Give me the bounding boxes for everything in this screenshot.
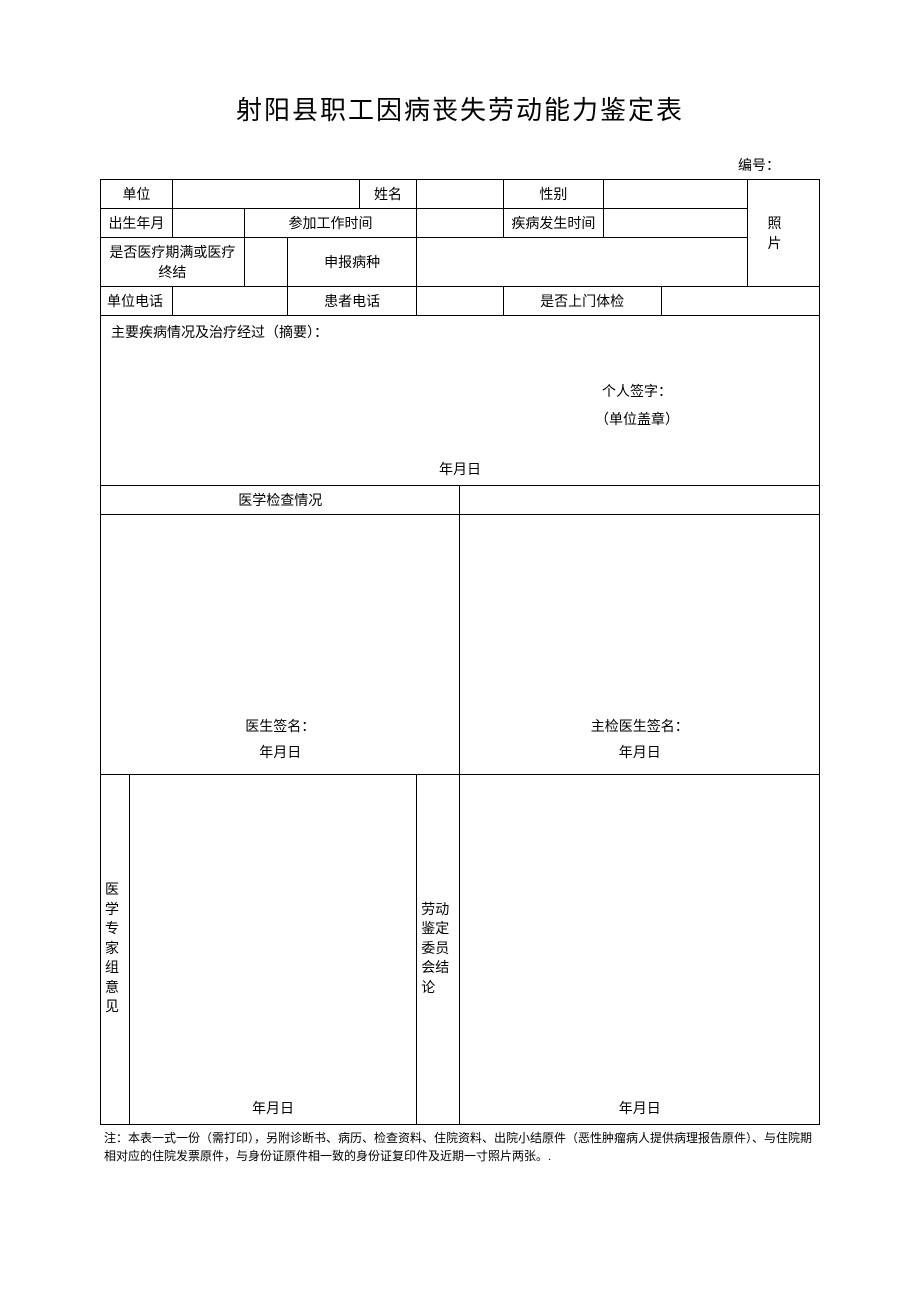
val-birth xyxy=(172,209,244,238)
val-unit-phone xyxy=(172,287,287,316)
label-medical-term: 是否医疗期满或医疗终结 xyxy=(101,238,245,287)
label-birth: 出生年月 xyxy=(101,209,173,238)
val-disease-type xyxy=(417,238,748,287)
label-work-start: 参加工作时间 xyxy=(244,209,417,238)
doctor-sign-cell: 医生签名： 年月日 xyxy=(101,515,460,775)
expert-opinion-cell: 年月日 xyxy=(129,775,417,1125)
label-gender: 性别 xyxy=(503,180,604,209)
val-unit xyxy=(172,180,359,209)
label-disease-type: 申报病种 xyxy=(287,238,416,287)
footnote: 注：本表一式一份（需打印），另附诊断书、病历、检查资料、住院资料、出院小结原件（… xyxy=(100,1129,820,1165)
val-patient-phone xyxy=(417,287,503,316)
label-name: 姓名 xyxy=(359,180,417,209)
label-disease-time: 疾病发生时间 xyxy=(503,209,604,238)
personal-sign-label: 个人签字： xyxy=(595,379,679,407)
val-name xyxy=(417,180,503,209)
summary-date: 年月日 xyxy=(101,459,819,479)
expert-date: 年月日 xyxy=(136,1098,411,1118)
chief-doctor-cell: 主检医生签名： 年月日 xyxy=(460,515,820,775)
chief-doctor-sign-label: 主检医生签名： xyxy=(466,715,813,742)
committee-cell: 年月日 xyxy=(460,775,820,1125)
val-medical-term xyxy=(244,238,287,287)
chief-doctor-date: 年月日 xyxy=(466,741,813,768)
label-medical-exam: 医学检查情况 xyxy=(101,486,460,515)
serial-number: 编号： xyxy=(100,155,820,175)
label-committee: 劳动鉴定委员会结论 xyxy=(417,775,460,1125)
val-work-start xyxy=(417,209,503,238)
summary-cell: 主要疾病情况及治疗经过（摘要）： 个人签字： （单位盖章） 年月日 xyxy=(101,316,820,486)
val-disease-time xyxy=(604,209,748,238)
label-expert-opinion: 医学专家组意见 xyxy=(101,775,130,1125)
label-unit-phone: 单位电话 xyxy=(101,287,173,316)
unit-seal-label: （单位盖章） xyxy=(595,407,679,435)
label-unit: 单位 xyxy=(101,180,173,209)
photo-box: 照片 xyxy=(747,180,819,287)
form-table: 单位 姓名 性别 照片 出生年月 参加工作时间 疾病发生时间 是否医疗期满或医疗… xyxy=(100,179,820,1125)
val-gender xyxy=(604,180,748,209)
summary-label: 主要疾病情况及治疗经过（摘要）： xyxy=(111,322,809,342)
label-home-exam: 是否上门体检 xyxy=(503,287,661,316)
doctor-date: 年月日 xyxy=(107,741,453,768)
doctor-sign-label: 医生签名： xyxy=(107,715,453,742)
medical-exam-right xyxy=(460,486,820,515)
committee-date: 年月日 xyxy=(466,1098,813,1118)
label-patient-phone: 患者电话 xyxy=(287,287,416,316)
val-home-exam xyxy=(661,287,819,316)
page-title: 射阳县职工因病丧失劳动能力鉴定表 xyxy=(100,90,820,127)
